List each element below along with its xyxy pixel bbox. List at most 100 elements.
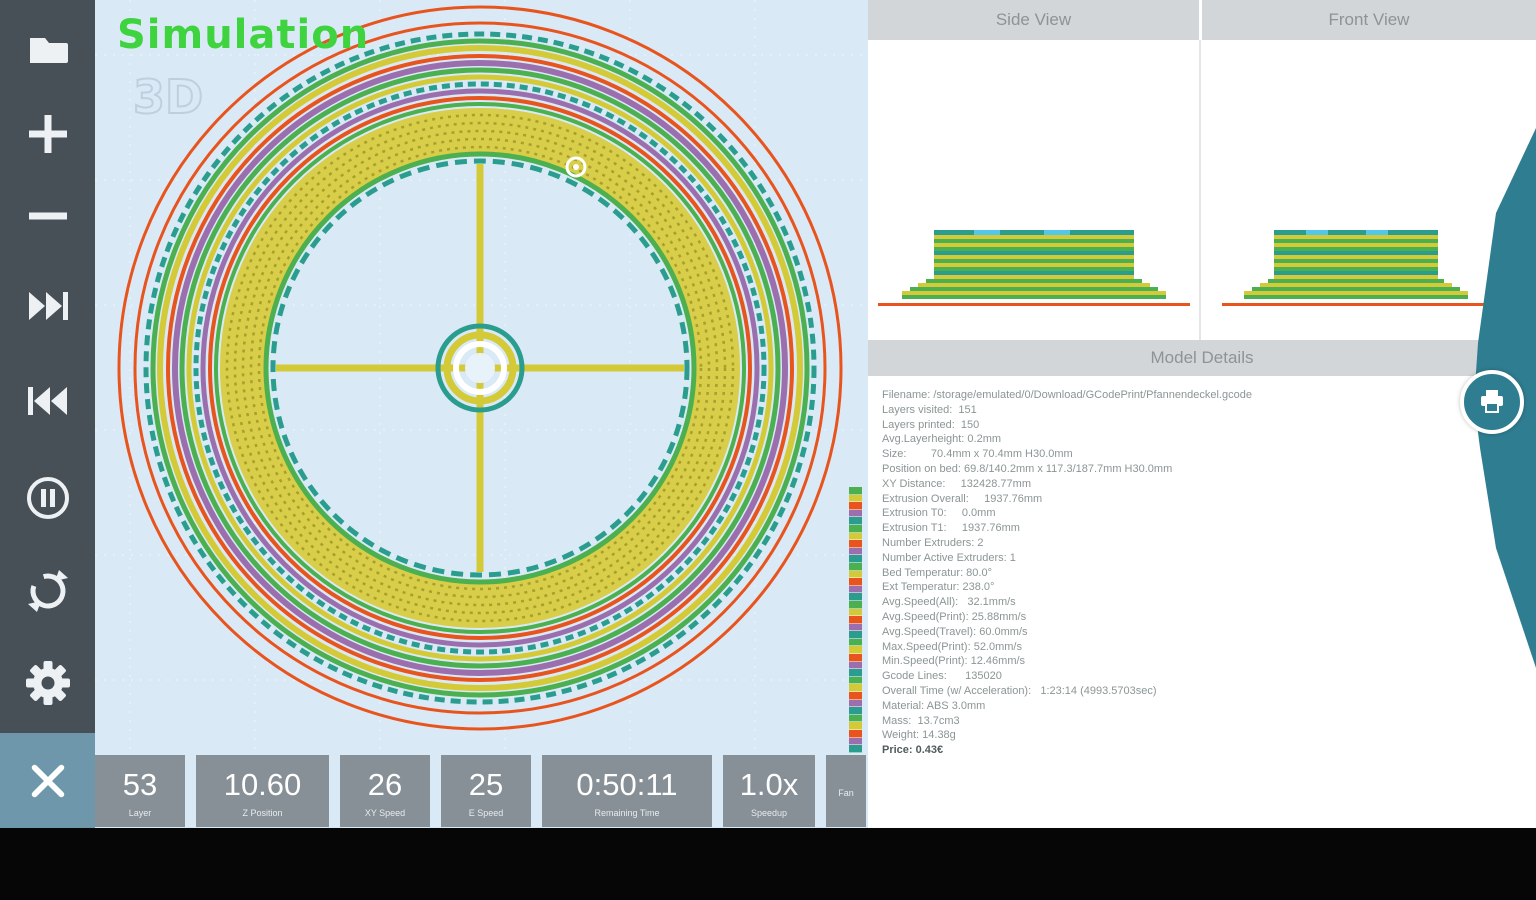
model-details-header: Model Details bbox=[868, 340, 1536, 376]
views-divider bbox=[1199, 40, 1201, 340]
open-file-button[interactable] bbox=[0, 18, 95, 78]
detail-line: Number Active Extruders: 1 bbox=[882, 551, 1016, 564]
gear-icon bbox=[25, 661, 70, 705]
detail-line: Bed Temperatur: 80.0° bbox=[882, 566, 992, 579]
status-remaining-time: 0:50:11 Remaining Time bbox=[542, 755, 712, 827]
status-z-position: 10.60 Z Position bbox=[196, 755, 329, 827]
legend-bar bbox=[849, 730, 862, 738]
android-navbar bbox=[0, 828, 1536, 900]
legend-bar bbox=[849, 547, 862, 556]
detail-line: Extrusion T0: 0.0mm bbox=[882, 507, 996, 520]
skip-back-icon bbox=[27, 387, 67, 415]
detail-line: Position on bed: 69.8/140.2mm x 117.3/18… bbox=[882, 462, 1173, 475]
details-panel: Side View Front View bbox=[868, 0, 1536, 828]
legend-bar bbox=[849, 661, 862, 670]
skip-back-button[interactable] bbox=[0, 371, 95, 431]
legend-bar bbox=[849, 585, 862, 594]
detail-line: Mass: 13.7cm3 bbox=[882, 714, 960, 727]
pause-icon bbox=[26, 477, 69, 519]
legend-bar bbox=[849, 532, 862, 541]
legend-bar bbox=[849, 524, 862, 533]
detail-line: Extrusion T1: 1937.76mm bbox=[882, 522, 1020, 535]
3d-logo: 3D bbox=[132, 69, 204, 125]
detail-line: Extrusion Overall: 1937.76mm bbox=[882, 492, 1043, 505]
legend-bar bbox=[849, 593, 862, 601]
folder-icon bbox=[29, 38, 68, 63]
detail-line: Layers printed: 150 bbox=[882, 418, 980, 431]
model-details-list: Filename: /storage/emulated/0/Download/G… bbox=[868, 376, 1536, 770]
detail-line: Material: ABS 3.0mm bbox=[882, 699, 986, 712]
legend-bar bbox=[849, 502, 862, 510]
simulation-watermark: Simulation bbox=[117, 12, 370, 58]
print-button[interactable] bbox=[1460, 370, 1524, 434]
minus-icon bbox=[28, 212, 67, 220]
print-head-marker bbox=[565, 156, 587, 178]
detail-line: Overall Time (w/ Acceleration): 1:23:14 … bbox=[882, 684, 1157, 697]
close-button[interactable] bbox=[0, 733, 95, 828]
legend-bar bbox=[849, 707, 862, 715]
detail-line: Avg.Speed(Print): 25.88mm/s bbox=[882, 610, 1027, 623]
legend-bar bbox=[849, 638, 862, 647]
legend-bar bbox=[849, 578, 862, 586]
status-fan: Fan bbox=[826, 755, 866, 827]
skip-forward-icon bbox=[28, 292, 68, 320]
detail-line: Avg.Speed(All): 32.1mm/s bbox=[882, 596, 1016, 609]
legend-bar bbox=[849, 509, 862, 518]
legend-bar bbox=[849, 600, 862, 609]
zoom-out-button[interactable] bbox=[0, 186, 95, 246]
legend-bar bbox=[849, 737, 862, 746]
front-view-header: Front View bbox=[1202, 0, 1536, 40]
skip-forward-button[interactable] bbox=[0, 276, 95, 336]
detail-line: Number Extruders: 2 bbox=[882, 536, 984, 549]
refresh-button[interactable] bbox=[0, 561, 95, 621]
legend-bar bbox=[849, 676, 862, 685]
detail-line: Min.Speed(Print): 12.46mm/s bbox=[882, 655, 1026, 668]
legend-bar bbox=[849, 692, 862, 700]
side-view-header: Side View bbox=[868, 0, 1199, 40]
side-view-drawing bbox=[878, 230, 1190, 306]
status-speedup: 1.0x Speedup bbox=[723, 755, 815, 827]
close-icon bbox=[31, 764, 64, 797]
legend-bar bbox=[849, 745, 862, 753]
legend-bar bbox=[849, 684, 862, 693]
detail-line: Max.Speed(Print): 52.0mm/s bbox=[882, 640, 1022, 653]
settings-button[interactable] bbox=[0, 653, 95, 713]
status-e-speed: 25 E Speed bbox=[441, 755, 531, 827]
front-view-drawing bbox=[1222, 230, 1490, 306]
pause-button[interactable] bbox=[0, 468, 95, 528]
legend-bar bbox=[849, 562, 862, 571]
status-xy-speed: 26 XY Speed bbox=[340, 755, 430, 827]
detail-line: XY Distance: 132428.77mm bbox=[882, 477, 1031, 490]
detail-line: Size: 70.4mm x 70.4mm H30.0mm bbox=[882, 448, 1073, 461]
legend-bar bbox=[849, 570, 862, 579]
detail-line: Filename: /storage/emulated/0/Download/G… bbox=[882, 389, 1252, 401]
print-simulation bbox=[95, 0, 868, 755]
layer-color-legend bbox=[849, 487, 862, 753]
legend-bar bbox=[849, 699, 862, 708]
legend-bar bbox=[849, 616, 862, 624]
detail-line: Layers visited: 151 bbox=[882, 403, 977, 416]
legend-bar bbox=[849, 669, 862, 677]
legend-bar bbox=[849, 487, 862, 495]
zoom-in-button[interactable] bbox=[0, 104, 95, 164]
legend-bar bbox=[849, 555, 862, 563]
detail-line: Weight: 14.38g bbox=[882, 729, 956, 742]
detail-line: Avg.Speed(Travel): 60.0mm/s bbox=[882, 625, 1028, 638]
print-flap bbox=[1460, 128, 1536, 668]
printer-icon bbox=[1481, 390, 1503, 413]
legend-bar bbox=[849, 623, 862, 632]
legend-bar bbox=[849, 714, 862, 723]
legend-bar bbox=[849, 517, 862, 525]
status-layer: 53 Layer bbox=[95, 755, 185, 827]
status-bar: 53 Layer 10.60 Z Position 26 XY Speed 25 E Spee… bbox=[95, 755, 866, 827]
views-body bbox=[868, 40, 1536, 340]
toolbar bbox=[0, 0, 95, 828]
refresh-icon bbox=[27, 570, 68, 612]
legend-bar bbox=[849, 494, 862, 503]
detail-line: Price: 0.43€ bbox=[882, 744, 944, 757]
simulation-canvas[interactable]: Simulation 3D 53 Layer 10.60 Z Position 26 XY… bbox=[95, 0, 868, 828]
legend-bar bbox=[849, 646, 862, 655]
legend-bar bbox=[849, 631, 862, 639]
legend-bar bbox=[849, 654, 862, 662]
